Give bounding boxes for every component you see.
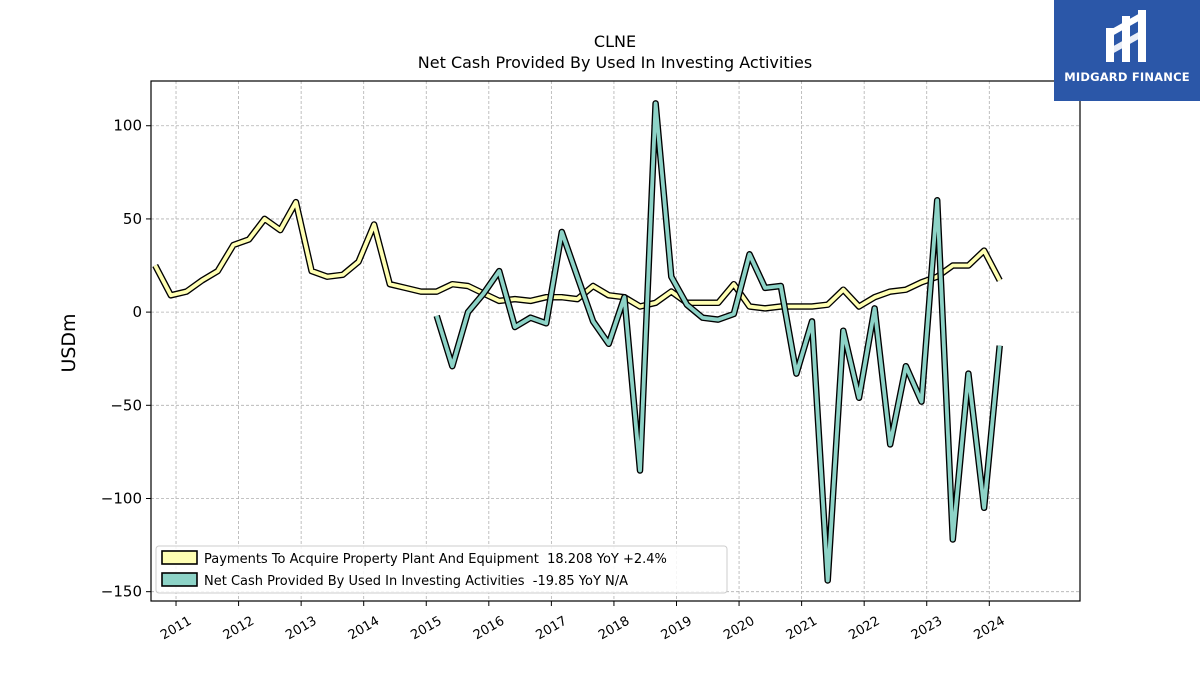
x-tick-label: 2019 (659, 614, 695, 644)
chart-subtitle: Net Cash Provided By Used In Investing A… (418, 53, 812, 72)
brand-mark-icon (1106, 10, 1146, 62)
y-axis-label: USDm (58, 313, 80, 372)
plot-frame (150, 80, 1081, 602)
x-tick-label: 2024 (971, 614, 1007, 644)
y-tick-label: 100 (113, 117, 142, 135)
brand-name: MIDGARD FINANCE (1064, 70, 1190, 84)
chart-title: CLNE (594, 32, 636, 51)
legend: Payments To Acquire Property Plant And E… (155, 545, 728, 594)
legend-box (155, 545, 728, 594)
series-lines (152, 100, 1003, 584)
y-tick-label: −50 (110, 396, 142, 414)
x-tick-label: 2022 (846, 614, 882, 644)
x-tick-label: 2017 (534, 614, 570, 644)
x-tick-label: 2023 (909, 614, 945, 644)
x-tick-label: 2012 (221, 614, 257, 644)
x-tick-label: 2013 (283, 614, 319, 644)
legend-label-capex: Payments To Acquire Property Plant And E… (204, 552, 667, 567)
legend-swatch-capex (161, 550, 198, 565)
x-tick-label: 2021 (784, 614, 820, 644)
y-tick-label: −100 (101, 489, 142, 507)
x-tick-label: 2018 (596, 614, 632, 644)
x-axis: 2011 2012 2013 2014 2015 2016 2017 2018 2019 2020… (158, 601, 1008, 644)
x-tick-label: 2015 (408, 614, 444, 644)
x-tick-label: 2016 (471, 614, 507, 644)
x-tick-label: 2014 (346, 614, 382, 644)
y-tick-label: 0 (132, 303, 142, 321)
series-net-investing-line (434, 101, 1002, 583)
series-net-investing-outline (433, 100, 1003, 584)
legend-swatch-investing (161, 572, 198, 587)
y-axis: 100 50 0 −50 −100 −150 (101, 117, 151, 601)
series-capex-outline (152, 198, 1003, 312)
y-tick-label: −150 (101, 583, 142, 601)
x-tick-label: 2020 (721, 614, 757, 644)
legend-label-investing: Net Cash Provided By Used In Investing A… (204, 574, 628, 589)
brand-logo: MIDGARD FINANCE (1054, 0, 1200, 101)
y-tick-label: 50 (123, 210, 142, 228)
series-capex-line (153, 200, 1002, 311)
x-tick-label: 2011 (158, 614, 194, 644)
